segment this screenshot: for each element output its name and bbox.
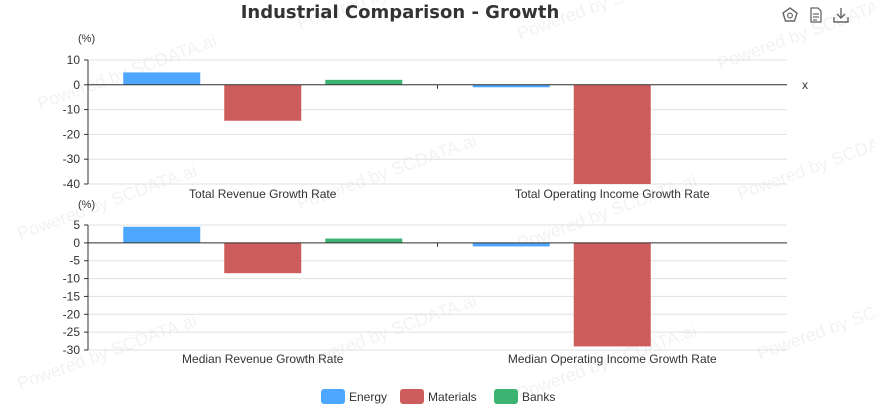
- category-label: Median Operating Income Growth Rate: [508, 352, 717, 366]
- bar-banks-1[interactable]: [325, 238, 403, 243]
- bar-materials-1[interactable]: [224, 242, 302, 274]
- watermark-text: Powered by SCDATA.ai: [35, 30, 220, 114]
- save-image-icon[interactable]: [832, 6, 850, 24]
- y-tick-label: -10: [63, 272, 81, 286]
- watermark-text: Powered by SCDATA.ai: [715, 0, 875, 74]
- y-tick-label: 5: [73, 218, 80, 232]
- legend-item-energy[interactable]: Energy: [321, 389, 387, 404]
- panel-1: (%) 10 0 -10 -20 -30 -40 x Total Revenue Growth …: [63, 33, 808, 201]
- bar-materials-2[interactable]: [573, 84, 651, 184]
- legend-item-banks[interactable]: Banks: [494, 389, 555, 404]
- legend-label: Energy: [349, 390, 387, 404]
- y-tick-label: 0: [73, 236, 80, 250]
- category-label: Total Revenue Growth Rate: [189, 187, 337, 201]
- y-axis-unit-label: (%): [78, 33, 95, 45]
- watermark-text: Powered by SCDATA.ai: [15, 310, 200, 394]
- watermark-text: Powered by SCDATA.ai: [295, 130, 480, 214]
- y-tick-label: -30: [63, 152, 81, 166]
- y-tick-label: -25: [63, 325, 81, 339]
- y-tick-label: -30: [63, 343, 81, 357]
- y-tick-label: 0: [73, 78, 80, 92]
- data-view-icon[interactable]: [807, 6, 825, 24]
- watermark-text: Powered by SCDATA.ai: [295, 0, 480, 34]
- panel-2: (%) 5 0 -5 -10 -15 -20 -25 -30 Median Revenue Gro…: [63, 199, 787, 366]
- category-label: Total Operating Income Growth Rate: [515, 187, 710, 201]
- y-tick-label: -20: [63, 307, 81, 321]
- bar-energy-1[interactable]: [123, 226, 201, 243]
- watermark-text: Powered by SCDATA.ai: [515, 0, 700, 44]
- bar-energy-2[interactable]: [472, 84, 550, 88]
- y-tick-label: -10: [63, 103, 81, 117]
- bar-energy-2[interactable]: [472, 242, 550, 247]
- y-tick-label: -20: [63, 127, 81, 141]
- x-axis-name: x: [802, 78, 808, 92]
- y-tick-label: 10: [67, 53, 81, 67]
- restore-icon[interactable]: [781, 6, 799, 24]
- bar-energy-1[interactable]: [123, 72, 201, 85]
- category-label: Median Revenue Growth Rate: [182, 352, 344, 366]
- y-tick-label: -5: [69, 254, 80, 268]
- watermark-text: Powered by SCDATA.ai: [755, 280, 875, 364]
- legend-swatch: [400, 389, 424, 404]
- bar-banks-1[interactable]: [325, 79, 403, 85]
- legend-swatch: [321, 389, 345, 404]
- legend-item-materials[interactable]: Materials: [400, 389, 477, 404]
- legend-label: Materials: [428, 390, 477, 404]
- y-axis-unit-label: (%): [78, 199, 95, 211]
- watermark-text: Powered by SCDATA.ai: [735, 120, 875, 204]
- y-tick-label: -40: [63, 177, 81, 191]
- bar-materials-1[interactable]: [224, 84, 302, 121]
- legend-label: Banks: [522, 390, 555, 404]
- bar-materials-2[interactable]: [573, 242, 651, 347]
- chart-title: Industrial Comparison - Growth: [240, 2, 560, 23]
- y-tick-label: -15: [63, 289, 81, 303]
- legend-swatch: [494, 389, 518, 404]
